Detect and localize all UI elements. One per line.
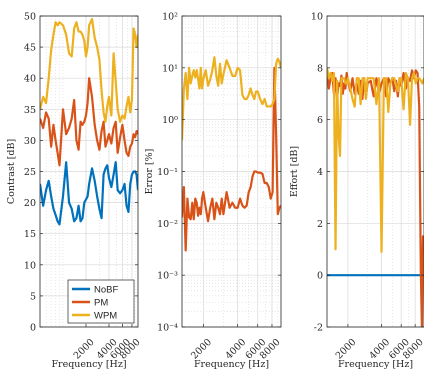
series-line-nobf <box>40 161 138 226</box>
y-axis-label: Contrast [dB] <box>6 139 17 204</box>
x-tick-label: 2000 <box>72 337 97 362</box>
y-tick-label: 35 <box>24 105 36 116</box>
x-tick-label: 2000 <box>189 337 214 362</box>
x-tick-label: 2000 <box>334 337 359 362</box>
x-tick-label: 4000 <box>367 337 392 362</box>
x-axis-label: Frequency [Hz] <box>194 359 269 370</box>
chart-panel-1: 051015202530354045502000400060008000Freq… <box>6 12 143 371</box>
legend-label-pm: PM <box>94 298 108 309</box>
y-axis-label: Error [%] <box>144 149 155 195</box>
y-tick-label: 10⁻¹ <box>157 167 178 178</box>
y-tick-label: -2 <box>314 323 323 334</box>
y-tick-label: 2 <box>317 219 323 230</box>
y-tick-label: 8 <box>317 63 323 74</box>
series-line-pm <box>40 77 138 167</box>
y-tick-label: 45 <box>24 43 36 54</box>
series-line-wpm <box>327 67 424 253</box>
x-tick-label: 4000 <box>223 337 248 362</box>
x-axis-label: Frequency [Hz] <box>338 359 413 370</box>
y-tick-label: 10⁻⁴ <box>157 323 178 334</box>
y-tick-label: 15 <box>24 229 36 240</box>
y-tick-label: 10² <box>162 12 178 23</box>
legend-label-wpm: WPM <box>94 311 117 322</box>
y-tick-label: 10 <box>311 12 323 23</box>
y-tick-label: 10⁰ <box>162 115 178 126</box>
y-tick-label: 10¹ <box>162 63 178 74</box>
y-tick-label: 4 <box>317 167 323 178</box>
legend: NoBF PM WPM <box>67 279 135 324</box>
y-tick-label: 30 <box>24 136 36 147</box>
y-tick-label: 0 <box>317 271 323 282</box>
series-line-wpm <box>40 18 138 123</box>
y-tick-label: 10 <box>24 260 36 271</box>
y-tick-label: 25 <box>24 167 36 178</box>
y-axis-label: Effort [dB] <box>289 146 300 197</box>
y-tick-label: 6 <box>317 115 323 126</box>
y-tick-label: 10⁻³ <box>157 271 178 282</box>
y-tick-label: 50 <box>24 12 36 23</box>
y-tick-label: 0 <box>30 323 36 334</box>
y-tick-label: 40 <box>24 74 36 85</box>
series-line-wpm <box>182 56 281 141</box>
y-tick-label: 20 <box>24 198 36 209</box>
y-tick-label: 10⁻² <box>157 219 178 230</box>
y-tick-label: 5 <box>30 291 36 302</box>
legend-label-nobf: NoBF <box>94 285 118 296</box>
series-line-pm <box>182 66 281 252</box>
x-axis-label: Frequency [Hz] <box>51 359 126 370</box>
